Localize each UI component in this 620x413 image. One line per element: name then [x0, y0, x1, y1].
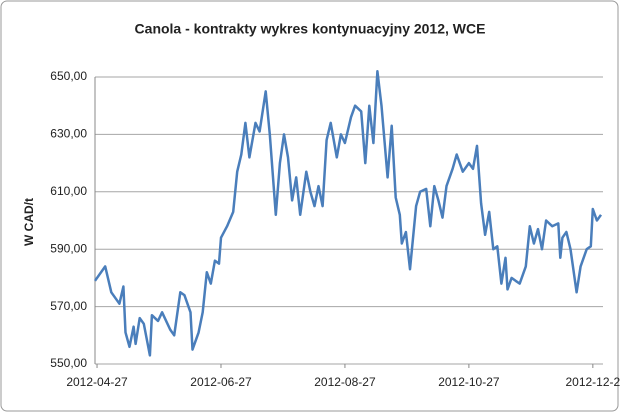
x-tick-label: 2012-06-27: [190, 375, 252, 389]
y-axis-label: W CAD/t: [22, 198, 36, 246]
x-tick-label: 2012-08-27: [314, 375, 376, 389]
y-tick-label: 590,00: [50, 241, 87, 255]
data-line: [93, 70, 603, 357]
x-tick-label: 2012-10-27: [438, 375, 500, 389]
chart-title: Canola - kontrakty wykres kontynuacyjny …: [135, 21, 486, 37]
y-tick-label: 570,00: [50, 299, 87, 313]
y-tick-label: 650,00: [50, 69, 87, 83]
x-tick-label: 2012-12-2: [565, 375, 620, 389]
y-tick-label: 550,00: [50, 356, 87, 370]
y-tick-label: 610,00: [50, 184, 87, 198]
x-tick-label: 2012-04-27: [66, 375, 128, 389]
y-tick-label: 630,00: [50, 127, 87, 141]
